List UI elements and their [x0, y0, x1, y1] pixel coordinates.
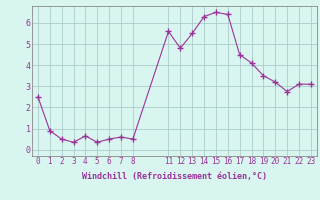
X-axis label: Windchill (Refroidissement éolien,°C): Windchill (Refroidissement éolien,°C)	[82, 172, 267, 181]
